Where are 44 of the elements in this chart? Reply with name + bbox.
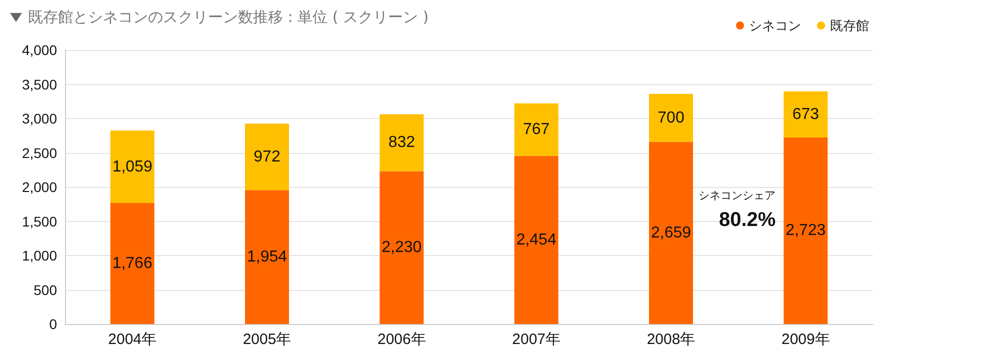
annotation: 80.2% [718,209,776,231]
y-tick-label: 1,000 [22,248,58,264]
x-tick-label: 2007年 [512,331,561,348]
annotation: シネコンシェア [698,190,776,202]
bar [649,142,693,324]
y-tick-label: 4,000 [22,42,58,58]
x-tick-label: 2004年 [108,331,157,348]
chart-title: 既存館とシネコンのスクリーン数推移 : 単位 ( スクリーン ) [28,8,429,27]
bar [245,190,289,324]
bar [649,94,693,142]
data-label: 972 [254,148,280,166]
y-tick-label: 1,500 [22,213,58,230]
data-label: 1,059 [112,158,152,176]
bar [245,124,289,190]
bar [784,137,828,324]
data-label: 2,230 [382,239,422,256]
x-tick-label: 2008年 [646,331,696,348]
x-tick-label: 2006年 [377,331,426,348]
data-label: 2,723 [786,222,826,240]
x-tick-label: 2005年 [242,331,292,348]
data-label: 700 [658,109,684,126]
data-label: 1,954 [246,248,288,266]
y-tick-label: 2,500 [22,144,58,161]
bar [514,156,558,324]
bar [110,130,154,204]
data-label: 673 [792,106,820,123]
bar [380,114,424,172]
y-tick-label: 3,500 [22,76,58,92]
y-tick-label: 3,000 [22,110,58,126]
bar [784,91,828,138]
data-label: 767 [522,121,550,138]
bar [380,171,424,324]
data-label: 832 [388,134,416,152]
bar [514,103,558,156]
y-tick-label: 2,000 [22,179,58,195]
data-label: 2,659 [650,224,692,242]
x-tick-label: 2009年 [781,331,830,348]
data-label: 1,766 [112,255,152,272]
legend-label: シネコン [749,18,801,33]
legend-label: 既存館 [830,18,869,33]
bar [110,203,154,324]
data-label: 2,454 [516,231,556,248]
y-tick-label: 0 [49,316,58,332]
y-tick-label: 500 [34,282,58,298]
